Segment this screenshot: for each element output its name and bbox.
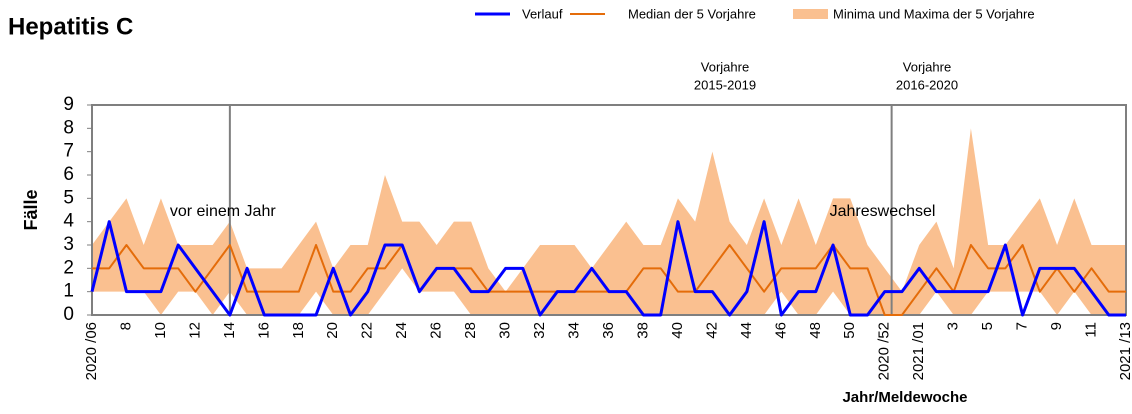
annotation: Vorjahre (701, 59, 749, 74)
y-tick-label: 4 (63, 211, 74, 232)
x-tick-label: 48 (807, 322, 824, 339)
x-tick-label: 8 (117, 322, 134, 330)
annotation: 2015-2019 (694, 77, 756, 92)
x-tick-label: 28 (462, 322, 479, 339)
x-tick-label: 14 (221, 322, 238, 339)
y-tick-label: 3 (63, 234, 74, 255)
legend-swatch (793, 9, 828, 19)
x-tick-label: 18 (290, 322, 307, 339)
y-tick-label: 5 (63, 187, 74, 208)
x-tick-label: 9 (1048, 322, 1065, 330)
y-tick-label: 0 (63, 304, 74, 325)
x-tick-label: 40 (669, 322, 686, 339)
y-tick-label: 8 (63, 117, 74, 138)
x-tick-label: 2020 /06 (83, 322, 100, 380)
y-tick-label: 7 (63, 141, 74, 162)
x-tick-label: 20 (324, 322, 341, 339)
x-tick-label: 26 (428, 322, 445, 339)
x-axis-label: Jahr/Meldewoche (842, 389, 967, 406)
x-tick-label: 11 (1083, 322, 1100, 338)
min-max-band (92, 128, 1126, 315)
x-tick-label: 50 (841, 322, 858, 339)
legend-label: Verlauf (522, 6, 563, 21)
x-tick-label: 32 (531, 322, 548, 339)
x-tick-label: 2021 /01 (910, 322, 927, 380)
x-tick-label: 38 (634, 322, 651, 339)
x-tick-label: 2020 /52 (876, 322, 893, 380)
x-tick-label: 30 (497, 322, 514, 339)
legend-label: Median der 5 Vorjahre (628, 6, 756, 21)
y-tick-label: 2 (63, 257, 74, 278)
x-tick-label: 2021 /13 (1117, 322, 1132, 380)
x-tick-label: 46 (772, 322, 789, 339)
y-axis-label: Fälle (21, 189, 41, 230)
x-tick-label: 44 (738, 322, 755, 339)
x-tick-label: 7 (1014, 322, 1031, 330)
x-tick-label: 5 (979, 322, 996, 330)
x-tick-label: 34 (566, 322, 583, 339)
chart-title: Hepatitis C (8, 13, 133, 40)
x-tick-label: 22 (359, 322, 376, 339)
x-tick-label: 16 (255, 322, 272, 339)
y-tick-label: 9 (63, 94, 74, 115)
reference-label: Jahreswechsel (830, 203, 936, 220)
x-tick-label: 12 (186, 322, 203, 339)
x-tick-label: 42 (703, 322, 720, 339)
x-tick-label: 24 (393, 322, 410, 339)
y-tick-label: 6 (63, 164, 74, 185)
annotation: 2016-2020 (896, 77, 958, 92)
plot-frame (91, 104, 1127, 316)
series-line (90, 220, 1126, 317)
reference-label: vor einem Jahr (170, 203, 276, 220)
y-tick-label: 1 (63, 281, 74, 302)
x-tick-label: 10 (152, 322, 169, 339)
legend-label: Minima und Maxima der 5 Vorjahre (833, 6, 1035, 21)
x-tick-label: 3 (945, 322, 962, 330)
annotation: Vorjahre (903, 59, 951, 74)
x-tick-label: 36 (600, 322, 617, 339)
